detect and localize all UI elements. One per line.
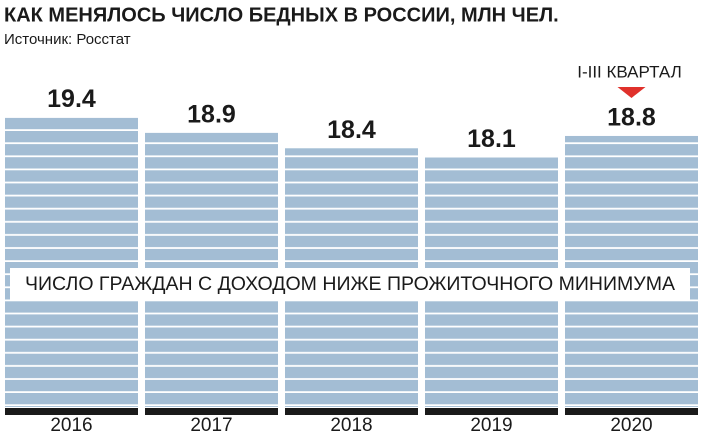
value-label: 18.8: [607, 104, 656, 132]
x-tick-label: 2016: [50, 415, 92, 436]
source: Источник: Росстат: [4, 31, 131, 48]
baseline-strip: [145, 408, 278, 415]
annotation: I-III КВАРТАЛ: [577, 62, 682, 81]
x-tick-label: 2020: [610, 415, 652, 436]
value-label: 19.4: [47, 85, 96, 113]
chart-title: КАК МЕНЯЛОСЬ ЧИСЛО БЕДНЫХ В РОССИИ, МЛН …: [4, 4, 559, 26]
bar: [5, 117, 138, 407]
x-tick-label: 2017: [190, 415, 232, 436]
x-tick-label: 2018: [330, 415, 372, 436]
value-label: 18.4: [327, 116, 376, 144]
baseline-strip: [565, 408, 698, 415]
baseline-strip: [285, 408, 418, 415]
band-label: ЧИСЛО ГРАЖДАН С ДОХОДОМ НИЖЕ ПРОЖИТОЧНОГ…: [25, 274, 675, 295]
baseline-strip: [5, 408, 138, 415]
baseline-strip: [425, 408, 558, 415]
x-tick-label: 2019: [470, 415, 512, 436]
band-label-bg: [10, 268, 690, 300]
value-label: 18.1: [467, 125, 516, 153]
annotation-arrow: [617, 86, 646, 98]
value-label: 18.9: [187, 100, 236, 128]
